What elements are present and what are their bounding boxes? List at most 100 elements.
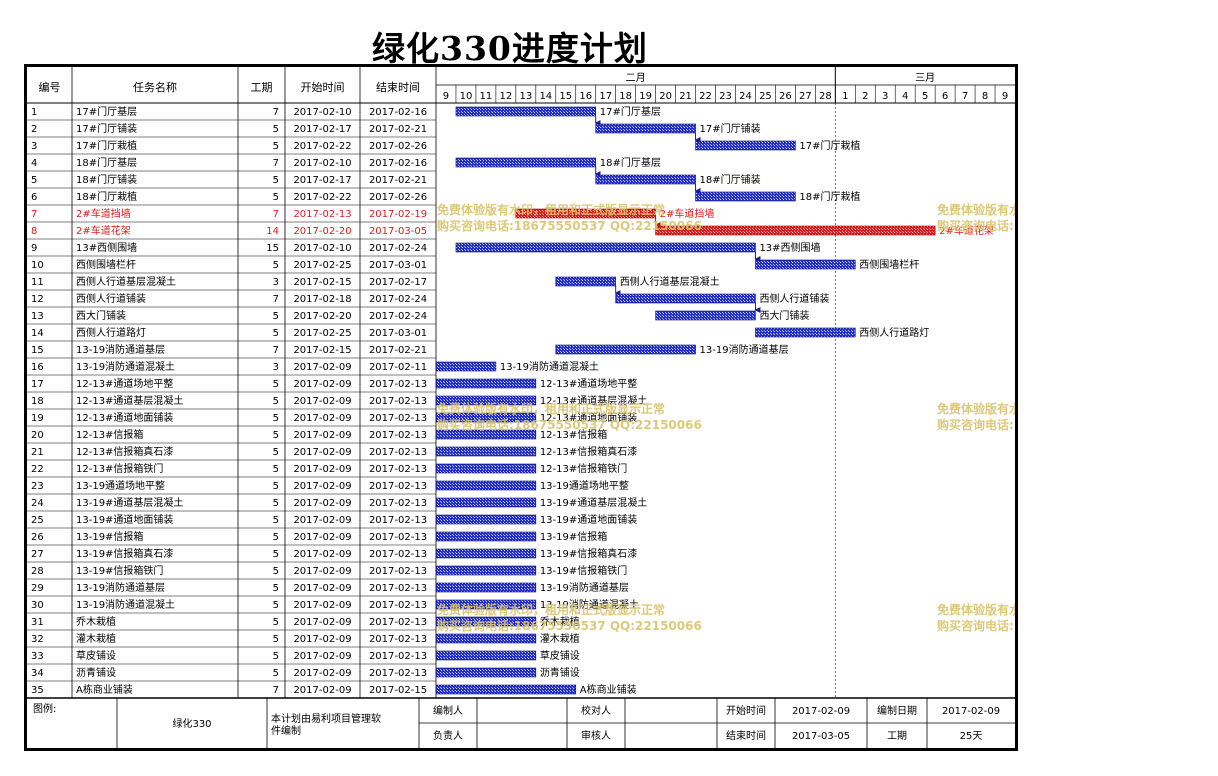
bar-label: 灌木栽植 xyxy=(540,632,580,645)
task-end: 2017-02-13 xyxy=(369,532,427,543)
task-start: 2017-02-09 xyxy=(293,617,351,628)
watermark-line2: 购买咨询电话:18675550537 QQ:22150066 xyxy=(437,417,702,432)
footer-note-line1: 本计划由易利项目管理软 xyxy=(271,712,381,725)
bar-label: 13-19#信报箱真石漆 xyxy=(540,547,637,560)
task-end: 2017-02-13 xyxy=(369,634,427,645)
task-id: 16 xyxy=(31,362,44,373)
gantt-bar xyxy=(515,208,656,219)
task-start: 2017-02-09 xyxy=(293,634,351,645)
task-id: 24 xyxy=(31,498,44,509)
made-date-value: 2017-02-09 xyxy=(942,706,1000,717)
task-id: 18 xyxy=(31,396,44,407)
task-end: 2017-03-05 xyxy=(369,226,427,237)
task-start: 2017-02-09 xyxy=(293,447,351,458)
task-id: 19 xyxy=(31,413,44,424)
reviewer-label: 审核人 xyxy=(581,729,611,742)
task-duration: 7 xyxy=(273,209,279,220)
task-id: 3 xyxy=(31,141,37,152)
task-name: 13-19#信报箱铁门 xyxy=(76,564,163,577)
task-duration: 5 xyxy=(273,396,279,407)
task-id: 2 xyxy=(31,124,37,135)
task-start: 2017-02-22 xyxy=(293,141,351,152)
task-id: 26 xyxy=(31,532,44,543)
task-duration: 5 xyxy=(273,464,279,475)
watermark-line1: 免费体验版有水印，租用和正式版显示正常 xyxy=(937,202,1015,217)
made-date-label: 编制日期 xyxy=(877,704,917,717)
day-tick-label: 19 xyxy=(639,91,652,102)
gantt-bar xyxy=(695,140,796,151)
bar-label: A栋商业铺装 xyxy=(580,683,637,696)
day-tick-label: 4 xyxy=(902,91,908,102)
task-duration: 5 xyxy=(273,328,279,339)
month-label: 三月 xyxy=(915,72,935,84)
gantt-frame: 编号 任务名称 工期 开始时间 结束时间 二月 三月 9 10 11 12 13 14 15 16 17 18 1… xyxy=(24,64,1018,751)
bar-label: 西侧围墙栏杆 xyxy=(859,258,919,271)
task-name: 13-19通道场地平整 xyxy=(76,479,165,492)
bar-label: 13-19消防通道混凝土 xyxy=(500,360,599,373)
task-start: 2017-02-13 xyxy=(293,209,351,220)
task-start: 2017-02-18 xyxy=(293,294,351,305)
task-name: 13-19消防通道基层 xyxy=(76,343,165,356)
end-label: 结束时间 xyxy=(726,729,766,742)
column-header: 编号 xyxy=(39,80,61,94)
gantt-bar xyxy=(555,276,616,287)
task-duration: 14 xyxy=(266,226,279,237)
task-end: 2017-02-13 xyxy=(369,651,427,662)
gantt-bar xyxy=(755,327,856,338)
task-end: 2017-02-13 xyxy=(369,413,427,424)
bar-label: 12-13#通道场地平整 xyxy=(540,377,637,390)
day-tick-label: 3 xyxy=(882,91,888,102)
task-name: 12-13#信报箱真石漆 xyxy=(76,445,173,458)
bar-label: 13-19#通道基层混凝土 xyxy=(540,496,647,509)
task-end: 2017-02-24 xyxy=(369,294,427,305)
task-duration: 5 xyxy=(273,617,279,628)
task-duration: 7 xyxy=(273,158,279,169)
gantt-bar xyxy=(455,242,756,253)
task-end: 2017-02-21 xyxy=(369,175,427,186)
page-title: 绿化330进度计划 xyxy=(372,29,648,68)
task-duration: 7 xyxy=(273,685,279,696)
task-duration: 7 xyxy=(273,294,279,305)
gantt-bar xyxy=(435,446,537,457)
task-duration: 7 xyxy=(273,345,279,356)
task-id: 23 xyxy=(31,481,44,492)
task-end: 2017-02-13 xyxy=(369,430,427,441)
task-name: 17#门厅栽植 xyxy=(76,139,137,152)
task-start: 2017-02-09 xyxy=(293,413,351,424)
task-id: 1 xyxy=(31,107,37,118)
task-name: 13-19消防通道基层 xyxy=(76,581,165,594)
task-start: 2017-02-09 xyxy=(293,396,351,407)
bar-label: 12-13#通道地面铺装 xyxy=(540,411,637,424)
task-duration: 5 xyxy=(273,175,279,186)
task-duration: 5 xyxy=(273,260,279,271)
task-name: 2#车道挡墙 xyxy=(76,207,131,220)
task-duration: 3 xyxy=(273,362,279,373)
task-name: 西侧人行道铺装 xyxy=(76,292,146,305)
task-duration: 3 xyxy=(273,277,279,288)
checker-label: 校对人 xyxy=(581,704,611,717)
watermark-line2: 购买咨询电话:18675550537 QQ:22150066 xyxy=(437,218,702,233)
bar-label: 13-19#信报箱铁门 xyxy=(540,564,627,577)
task-name: 18#门厅基层 xyxy=(76,156,137,169)
gantt-bar xyxy=(455,106,597,117)
gantt-bar xyxy=(695,191,796,202)
day-tick-label: 18 xyxy=(619,91,632,102)
gantt-bar xyxy=(655,225,936,236)
task-start: 2017-02-09 xyxy=(293,600,351,611)
task-name: 18#门厅铺装 xyxy=(76,173,137,186)
task-name: 西侧人行道路灯 xyxy=(76,326,146,339)
bar-label: 13-19#信报箱 xyxy=(540,530,607,543)
task-name: 13#西侧围墙 xyxy=(76,241,137,254)
task-name: 草皮铺设 xyxy=(76,649,116,662)
task-start: 2017-02-15 xyxy=(293,277,351,288)
task-start: 2017-02-09 xyxy=(293,498,351,509)
task-id: 20 xyxy=(31,430,44,441)
watermark-line1: 免费体验版有水印，租用和正式版显示正常 xyxy=(937,602,1015,617)
task-name: 17#门厅基层 xyxy=(76,105,137,118)
task-start: 2017-02-09 xyxy=(293,566,351,577)
task-end: 2017-02-13 xyxy=(369,566,427,577)
task-start: 2017-02-17 xyxy=(293,175,351,186)
task-end: 2017-02-13 xyxy=(369,617,427,628)
gantt-bar xyxy=(435,667,537,678)
task-end: 2017-03-01 xyxy=(369,260,427,271)
